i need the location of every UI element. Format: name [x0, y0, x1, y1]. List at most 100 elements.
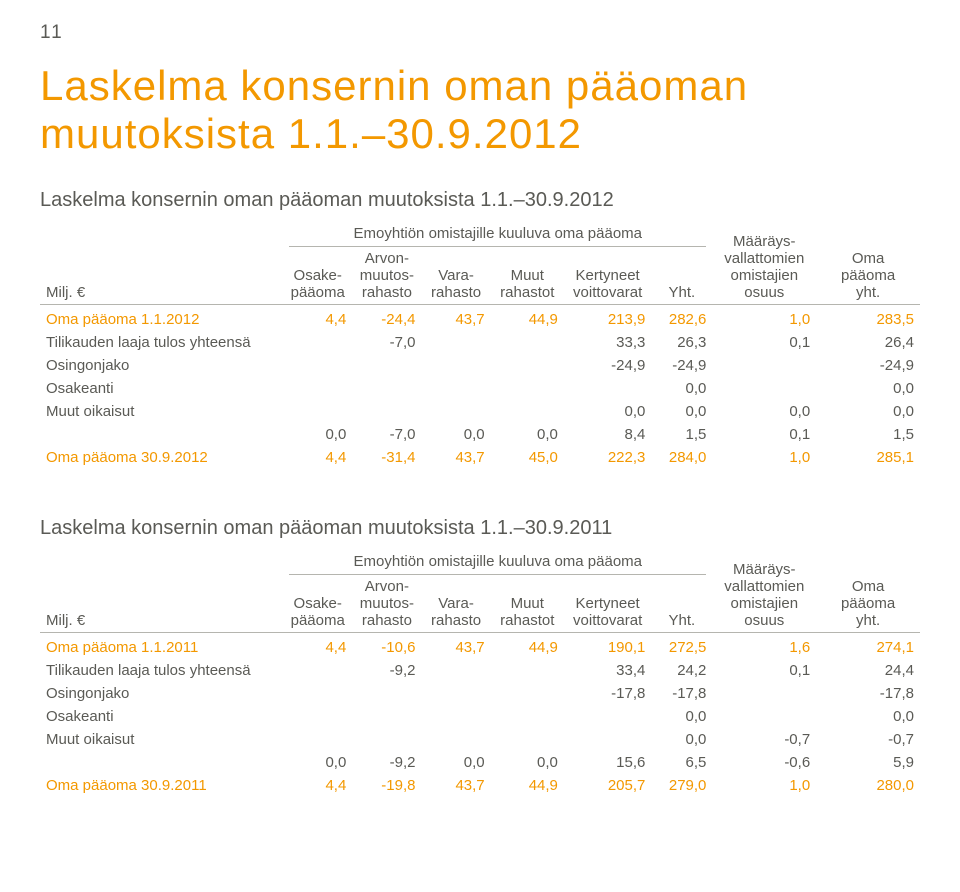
cell: 0,1 [712, 659, 816, 682]
cell [352, 354, 421, 377]
cell: 0,0 [651, 377, 712, 400]
cell: -9,2 [352, 751, 421, 774]
cell [283, 377, 352, 400]
col-category: Emoyhtiön omistajille kuuluva oma pääoma [283, 222, 712, 247]
cell [352, 400, 421, 423]
cell: 1,5 [816, 423, 920, 446]
cell [421, 659, 490, 682]
cell [421, 331, 490, 354]
cell: -9,2 [352, 659, 421, 682]
cell [352, 682, 421, 705]
cell [421, 377, 490, 400]
page-number: 11 [40, 22, 920, 44]
cell: 44,9 [491, 304, 564, 331]
cell: -0,7 [816, 728, 920, 751]
cell: 0,1 [712, 423, 816, 446]
cell: 44,9 [491, 632, 564, 659]
cell: -0,6 [712, 751, 816, 774]
cell: 282,6 [651, 304, 712, 331]
cell: 15,6 [564, 751, 651, 774]
cell: 26,4 [816, 331, 920, 354]
cell [283, 400, 352, 423]
main-title: Laskelma konsernin oman pääoman muutoksi… [40, 62, 920, 159]
cell: 280,0 [816, 774, 920, 797]
table-row: Osingonjako-24,9-24,9-24,9 [40, 354, 920, 377]
cell [491, 659, 564, 682]
cell [491, 682, 564, 705]
table-row: Oma pääoma 30.9.20114,4-19,843,744,9205,… [40, 774, 920, 797]
cell [421, 705, 490, 728]
cell: 274,1 [816, 632, 920, 659]
cell: -7,0 [352, 331, 421, 354]
cell [421, 728, 490, 751]
cell: 0,1 [712, 331, 816, 354]
col-other-reserves: Muutrahastot [491, 575, 564, 633]
cell: 0,0 [651, 400, 712, 423]
table-row: Muut oikaisut0,00,00,00,0 [40, 400, 920, 423]
cell: 43,7 [421, 304, 490, 331]
row-label: Muut oikaisut [40, 728, 283, 751]
cell: 283,5 [816, 304, 920, 331]
cell: 0,0 [651, 705, 712, 728]
cell [712, 354, 816, 377]
col-fair-value-reserve: Arvon-muutos-rahasto [352, 247, 421, 305]
cell: 33,4 [564, 659, 651, 682]
cell [564, 377, 651, 400]
row-label: Oma pääoma 1.1.2012 [40, 304, 283, 331]
cell: 45,0 [491, 446, 564, 469]
equity-table-2011: Milj. €Emoyhtiön omistajille kuuluva oma… [40, 550, 920, 797]
cell: -7,0 [352, 423, 421, 446]
cell: 284,0 [651, 446, 712, 469]
row-label: Tilikauden laaja tulos yhteensä [40, 659, 283, 682]
cell [352, 377, 421, 400]
col-minority: Määräys-vallattomienomistajienosuus [712, 550, 816, 633]
cell [491, 377, 564, 400]
cell: 5,9 [816, 751, 920, 774]
row-label [40, 423, 283, 446]
cell: 0,0 [816, 400, 920, 423]
cell [712, 682, 816, 705]
row-label: Osingonjako [40, 682, 283, 705]
table-row: Oma pääoma 1.1.20124,4-24,443,744,9213,9… [40, 304, 920, 331]
cell: 0,0 [491, 423, 564, 446]
cell [491, 400, 564, 423]
equity-table-2012: Milj. €Emoyhtiön omistajille kuuluva oma… [40, 222, 920, 469]
col-unit: Milj. € [40, 550, 283, 633]
col-category: Emoyhtiön omistajille kuuluva oma pääoma [283, 550, 712, 575]
cell: 8,4 [564, 423, 651, 446]
cell: -17,8 [816, 682, 920, 705]
table-row: Tilikauden laaja tulos yhteensä-7,033,32… [40, 331, 920, 354]
cell: 1,0 [712, 774, 816, 797]
cell [491, 331, 564, 354]
cell [491, 354, 564, 377]
table-row: Muut oikaisut0,0-0,7-0,7 [40, 728, 920, 751]
cell: 43,7 [421, 774, 490, 797]
cell: 0,0 [712, 400, 816, 423]
cell: 0,0 [491, 751, 564, 774]
row-label: Oma pääoma 1.1.2011 [40, 632, 283, 659]
cell [491, 728, 564, 751]
cell: 33,3 [564, 331, 651, 354]
cell: 1,6 [712, 632, 816, 659]
cell: -24,9 [816, 354, 920, 377]
cell [283, 354, 352, 377]
cell [564, 705, 651, 728]
cell: 0,0 [421, 423, 490, 446]
col-subtotal: Yht. [651, 247, 712, 305]
cell [283, 728, 352, 751]
row-label: Osingonjako [40, 354, 283, 377]
cell: -24,9 [651, 354, 712, 377]
cell: 0,0 [283, 751, 352, 774]
cell: 0,0 [816, 377, 920, 400]
table-row: Oma pääoma 1.1.20114,4-10,643,744,9190,1… [40, 632, 920, 659]
cell: -31,4 [352, 446, 421, 469]
col-minority: Määräys-vallattomienomistajienosuus [712, 222, 816, 305]
cell: 43,7 [421, 632, 490, 659]
cell: 1,0 [712, 304, 816, 331]
row-label: Osakeanti [40, 377, 283, 400]
cell: 205,7 [564, 774, 651, 797]
table-row: Oma pääoma 30.9.20124,4-31,443,745,0222,… [40, 446, 920, 469]
cell: 0,0 [421, 751, 490, 774]
cell [283, 705, 352, 728]
cell: 24,4 [816, 659, 920, 682]
